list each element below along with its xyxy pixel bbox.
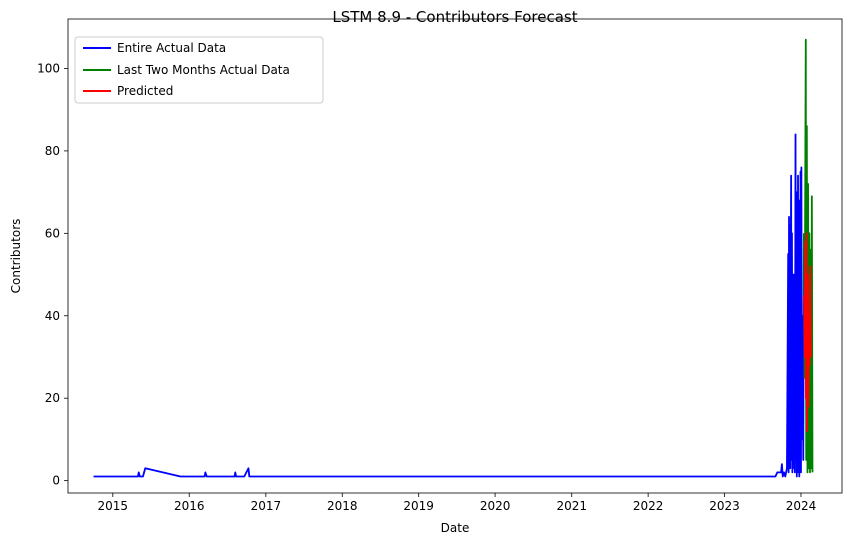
x-tick-label: 2024 — [786, 499, 817, 513]
legend-box — [74, 36, 324, 104]
x-tick-label: 2021 — [556, 499, 587, 513]
y-tick-label: 100 — [37, 61, 60, 75]
legend-label-predicted: Predicted — [117, 84, 173, 98]
x-tick-label: 2018 — [327, 499, 358, 513]
x-tick-label: 2019 — [403, 499, 434, 513]
axes-layer: 2015 2016 2017 2018 2019 2020 2021 2022 2023 2024… — [37, 61, 816, 513]
series-layer — [93, 38, 814, 478]
chart-title: LSTM 8.9 - Contributors Forecast — [332, 8, 577, 26]
series-line-last-two-months — [803, 38, 814, 474]
y-tick-label: 0 — [52, 474, 60, 488]
legend-label-entire-actual: Entire Actual Data — [117, 41, 226, 55]
x-tick-label: 2020 — [480, 499, 511, 513]
x-tick-label: 2016 — [174, 499, 205, 513]
legend-label-last-two-months: Last Two Months Actual Data — [117, 63, 290, 77]
x-tick-label: 2022 — [633, 499, 664, 513]
x-tick-label: 2017 — [251, 499, 282, 513]
x-axis-label: Date — [441, 521, 470, 535]
legend: Entire Actual Data Last Two Months Actua… — [74, 36, 324, 104]
series-line-predicted — [803, 232, 812, 433]
series-line-entire-actual — [93, 133, 805, 478]
plot-frame — [67, 18, 843, 494]
y-tick-label: 20 — [45, 391, 60, 405]
y-tick-label: 80 — [45, 144, 60, 158]
x-tick-label: 2015 — [98, 499, 129, 513]
y-axis-label: Contributors — [9, 219, 23, 294]
x-tick-label: 2023 — [709, 499, 740, 513]
y-tick-label: 60 — [45, 226, 60, 240]
y-tick-label: 40 — [45, 309, 60, 323]
